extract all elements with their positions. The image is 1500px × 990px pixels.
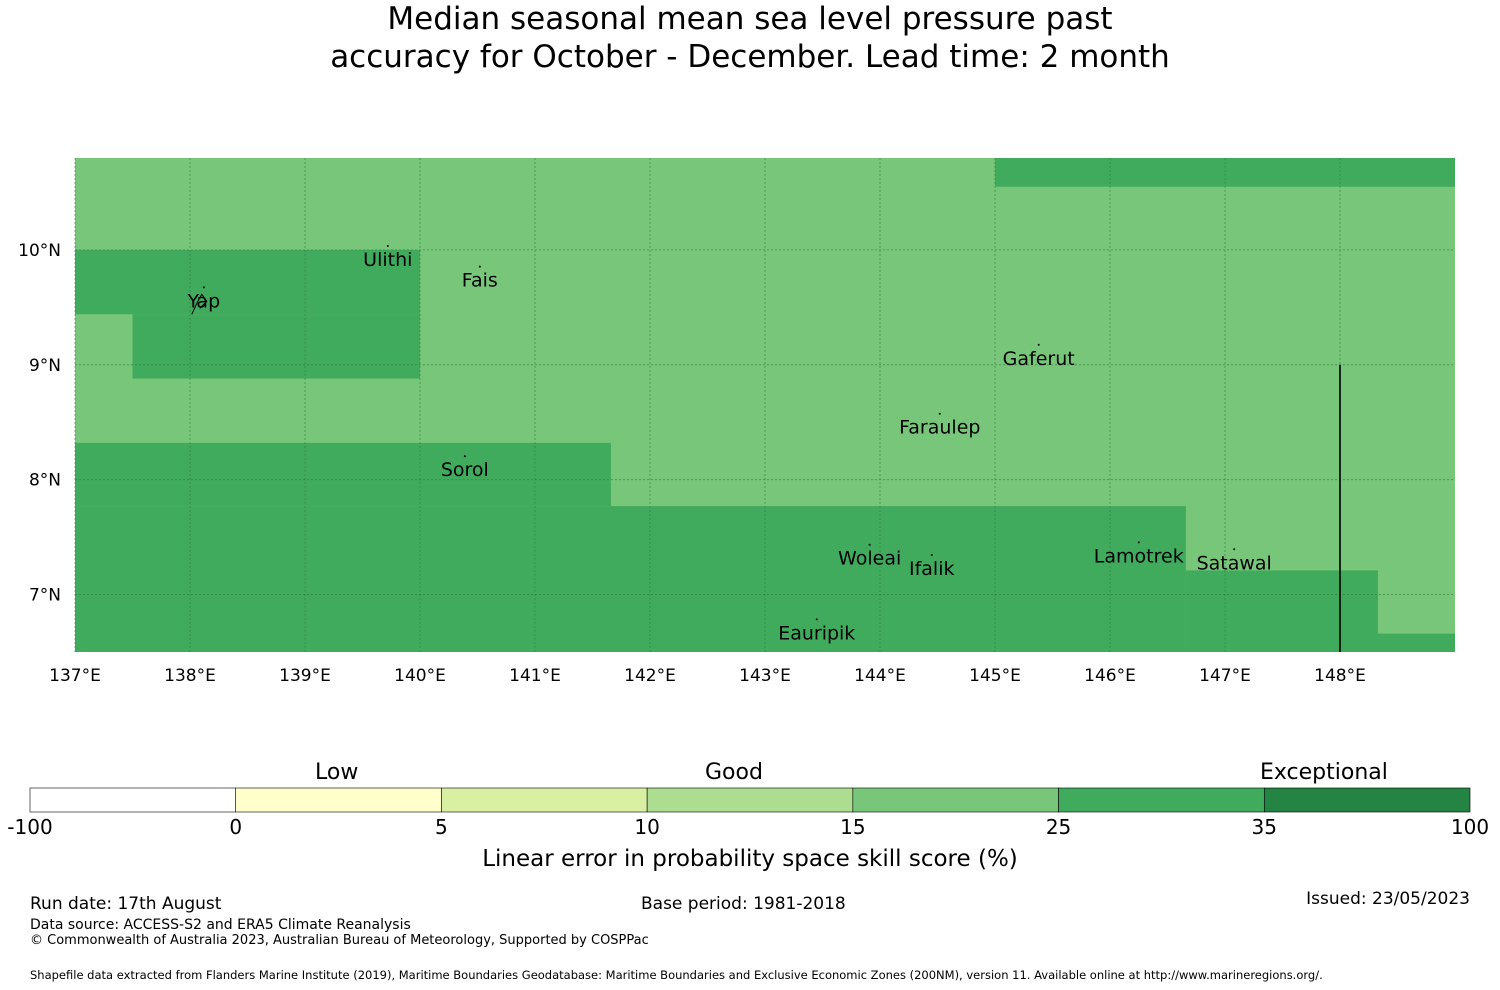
place-label-eauripik: Eauripik [778, 622, 855, 644]
place-label-faraulep: Faraulep [899, 417, 980, 439]
latitude-tick-label: 7°N [29, 586, 61, 606]
colorbar-axis-label: Linear error in probability space skill … [482, 846, 1018, 872]
base-period: Base period: 1981-2018 [641, 894, 846, 914]
longitude-tick-label: 142°E [624, 666, 676, 686]
colorbar-segment [29, 787, 237, 813]
colorbar-segment [441, 787, 648, 813]
island-marker [930, 554, 933, 557]
longitude-tick-label: 147°E [1199, 666, 1251, 686]
colorbar [29, 787, 1471, 813]
title-line-2: accuracy for October - December. Lead ti… [330, 39, 1170, 75]
place-label-ifalik: Ifalik [909, 558, 955, 580]
title-line-1: Median seasonal mean sea level pressure … [387, 1, 1113, 37]
island-marker [463, 455, 466, 458]
island-marker [1137, 541, 1140, 544]
longitude-tick-label: 143°E [739, 666, 791, 686]
copyright: © Commonwealth of Australia 2023, Austra… [30, 933, 649, 948]
island-marker [1233, 548, 1236, 551]
colorbar-segment [1263, 787, 1471, 813]
skill-score-map: 137°E 138°E 139°E 140°E 141°E 142°E 143°E 144°E… [18, 158, 1455, 686]
run-date: Run date: 17th August [30, 894, 222, 914]
skill-region [75, 442, 611, 507]
skill-region [1377, 633, 1455, 652]
place-label-ulithi: Ulithi [363, 249, 412, 271]
colorbar-tick-label: 10 [634, 815, 660, 839]
longitude-tick-label: 145°E [969, 666, 1021, 686]
colorbar-segment [646, 787, 854, 813]
colorbar-tick-label: 100 [1450, 815, 1490, 839]
place-label-lamotrek: Lamotrek [1094, 545, 1184, 567]
place-label-sorol: Sorol [441, 459, 489, 481]
longitude-tick-label: 139°E [279, 666, 331, 686]
island-marker [938, 412, 941, 415]
colorbar-tick-label: -100 [7, 815, 53, 839]
island-marker [815, 618, 818, 621]
data-source: Data source: ACCESS-S2 and ERA5 Climate … [30, 917, 411, 933]
place-label-woleai: Woleai [838, 548, 901, 570]
latitude-tick-label: 10°N [18, 241, 61, 261]
island-marker [478, 265, 481, 268]
skill-region [75, 249, 420, 315]
yap-island-outline [191, 293, 208, 315]
colorbar-tick-label: 5 [435, 815, 448, 839]
latitude-tick-label: 9°N [29, 356, 61, 376]
longitude-tick-label: 137°E [49, 666, 101, 686]
colorbar-tick-label: 15 [840, 815, 866, 839]
colorbar-segment [1058, 787, 1265, 813]
skill-region [1185, 570, 1378, 652]
longitude-tick-label: 144°E [854, 666, 906, 686]
skill-region [75, 506, 1186, 652]
colorbar-tick-label: 35 [1251, 815, 1278, 839]
colorbar-label-good: Good [705, 760, 763, 785]
island-marker [386, 244, 389, 247]
colorbar-tick-label: 25 [1045, 815, 1072, 839]
place-label-yap: Yap [186, 290, 220, 312]
colorbar-segment [235, 787, 442, 813]
longitude-tick-label: 146°E [1084, 666, 1136, 686]
place-label-fais: Fais [462, 270, 498, 292]
place-label-gaferut: Gaferut [1003, 348, 1075, 370]
longitude-tick-label: 138°E [164, 666, 216, 686]
longitude-tick-label: 148°E [1314, 666, 1366, 686]
island-marker [868, 543, 871, 546]
longitude-tick-label: 141°E [509, 666, 561, 686]
issued-date: Issued: 23/05/2023 [1306, 889, 1470, 909]
longitude-tick-label: 140°E [394, 666, 446, 686]
colorbar-segment [852, 787, 1059, 813]
chart-title: Median seasonal mean sea level pressure … [0, 0, 1500, 76]
colorbar-tick-label: 0 [229, 815, 243, 839]
colorbar-label-exceptional: Exceptional [1260, 760, 1388, 785]
skill-region [132, 314, 420, 379]
shapefile-credit: Shapefile data extracted from Flanders M… [30, 968, 1323, 982]
place-label-satawal: Satawal [1197, 552, 1272, 574]
colorbar-label-low: Low [315, 760, 359, 785]
island-marker [202, 286, 205, 289]
latitude-tick-label: 8°N [29, 471, 61, 491]
island-marker [1037, 343, 1040, 346]
